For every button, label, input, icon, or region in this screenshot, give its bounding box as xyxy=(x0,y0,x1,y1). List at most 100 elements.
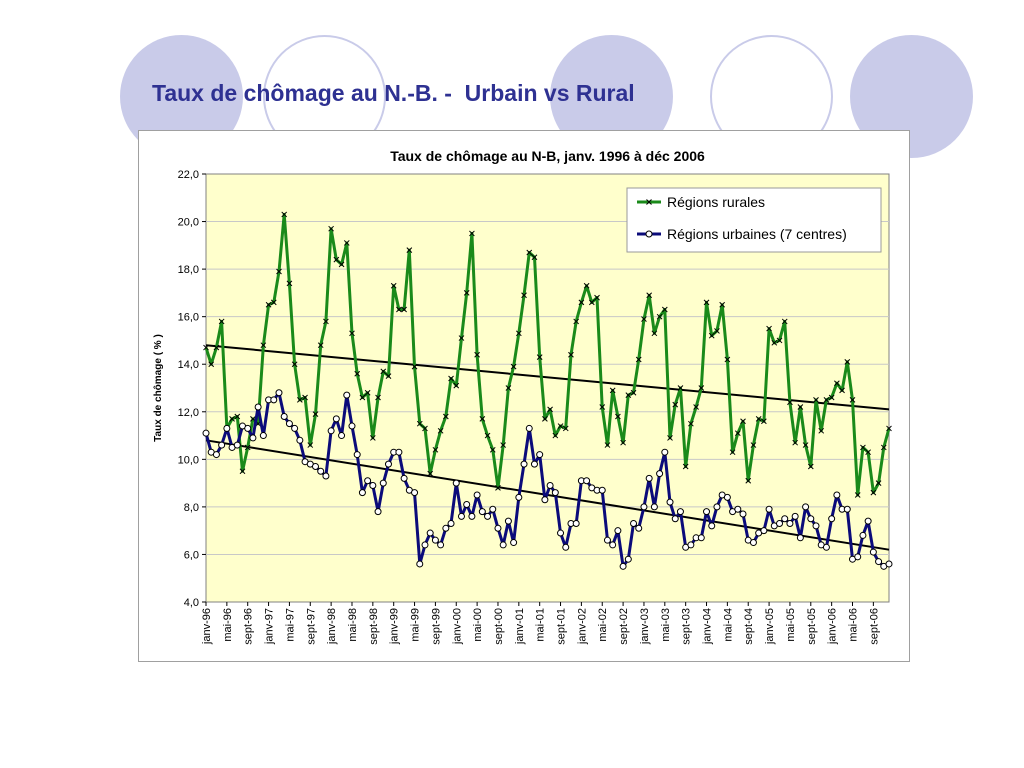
data-point xyxy=(426,529,434,537)
x-tick-label: janv-02 xyxy=(576,608,588,645)
data-point xyxy=(750,442,757,448)
data-point xyxy=(568,351,574,358)
data-point xyxy=(557,529,565,537)
y-tick-label: 6,0 xyxy=(184,549,199,561)
unemployment-line-chart: 4,0 6,0 8,0 10,0 12,0 14,0 16,0 18,0 20,0 22,0 jan… xyxy=(153,148,893,645)
data-point xyxy=(578,299,585,306)
x-tick-label: janv-06 xyxy=(827,608,839,645)
data-point xyxy=(249,434,257,442)
data-point xyxy=(406,247,413,253)
data-point xyxy=(693,404,699,410)
data-point xyxy=(395,448,403,456)
legend-item-rural: Régions rurales xyxy=(637,194,765,210)
data-point xyxy=(729,449,736,456)
data-point xyxy=(745,477,752,484)
data-point xyxy=(625,392,632,398)
data-point xyxy=(390,282,397,289)
data-point xyxy=(640,503,648,511)
data-point xyxy=(432,446,439,453)
data-point xyxy=(442,413,449,420)
data-point xyxy=(374,508,382,516)
data-point xyxy=(813,397,819,403)
y-axis-title: Taux de chômage ( % ) xyxy=(153,334,164,442)
data-point xyxy=(469,230,475,237)
data-point xyxy=(473,491,481,499)
data-point xyxy=(431,536,439,544)
data-point xyxy=(708,332,715,339)
data-point xyxy=(666,498,674,506)
data-point xyxy=(333,256,340,263)
x-tick-label: sept-05 xyxy=(806,608,818,645)
data-point xyxy=(302,394,308,401)
data-point xyxy=(500,442,507,448)
data-point xyxy=(323,318,329,325)
data-point xyxy=(265,301,272,308)
data-point xyxy=(541,496,549,504)
data-point xyxy=(843,505,851,513)
data-point xyxy=(536,354,543,360)
data-point xyxy=(760,527,768,535)
data-point xyxy=(499,541,507,549)
data-point xyxy=(562,543,570,551)
x-tick-label: sept-97 xyxy=(305,608,317,645)
data-point xyxy=(672,401,679,408)
data-point xyxy=(505,385,512,391)
data-point xyxy=(875,558,883,566)
data-point xyxy=(676,508,684,516)
data-point xyxy=(839,387,845,394)
data-point xyxy=(875,480,882,486)
data-point xyxy=(270,299,277,306)
x-tick-label: mai-00 xyxy=(472,608,484,642)
data-point xyxy=(833,491,841,499)
data-point xyxy=(348,422,356,430)
data-point xyxy=(656,470,664,478)
data-point xyxy=(296,436,304,444)
data-point xyxy=(218,318,225,325)
data-point xyxy=(860,444,866,451)
series-urban xyxy=(202,389,893,570)
data-point xyxy=(530,460,538,468)
data-point xyxy=(437,541,445,549)
data-point xyxy=(703,508,711,516)
data-point xyxy=(328,225,334,232)
data-point xyxy=(526,249,533,256)
data-point xyxy=(457,512,465,520)
data-point xyxy=(229,416,235,422)
y-tick-label: 4,0 xyxy=(184,597,199,609)
slide-title: Taux de chômage au N.-B. - Urbain vs Rur… xyxy=(152,80,635,106)
legend-box xyxy=(626,187,882,253)
series-rural xyxy=(203,211,892,498)
data-point xyxy=(291,424,299,432)
data-point xyxy=(823,397,830,403)
data-point xyxy=(317,467,325,475)
data-point xyxy=(311,462,319,470)
data-point xyxy=(687,541,695,549)
data-point xyxy=(646,292,653,299)
x-tick-label: janv-04 xyxy=(702,608,714,645)
y-tick-label: 10,0 xyxy=(178,454,199,466)
data-point xyxy=(859,531,867,539)
data-point xyxy=(489,446,496,453)
data-point xyxy=(327,427,335,435)
data-point xyxy=(515,330,522,337)
data-point xyxy=(635,356,642,363)
data-point xyxy=(495,485,501,491)
x-tick-label: mai-99 xyxy=(410,608,422,642)
y-tick-label: 20,0 xyxy=(178,217,199,229)
data-point xyxy=(609,387,616,394)
data-point xyxy=(755,416,762,422)
data-point xyxy=(359,394,366,401)
data-point xyxy=(421,541,429,549)
data-point xyxy=(494,524,502,532)
data-point xyxy=(688,420,694,427)
data-point xyxy=(697,534,705,542)
data-point xyxy=(807,463,814,470)
data-point xyxy=(452,479,460,487)
data-point xyxy=(583,282,590,289)
data-point xyxy=(802,503,810,511)
data-point xyxy=(651,330,658,337)
x-tick-label: mai-01 xyxy=(535,608,547,642)
data-point xyxy=(703,299,710,306)
data-point xyxy=(656,313,663,320)
data-point xyxy=(422,425,428,432)
